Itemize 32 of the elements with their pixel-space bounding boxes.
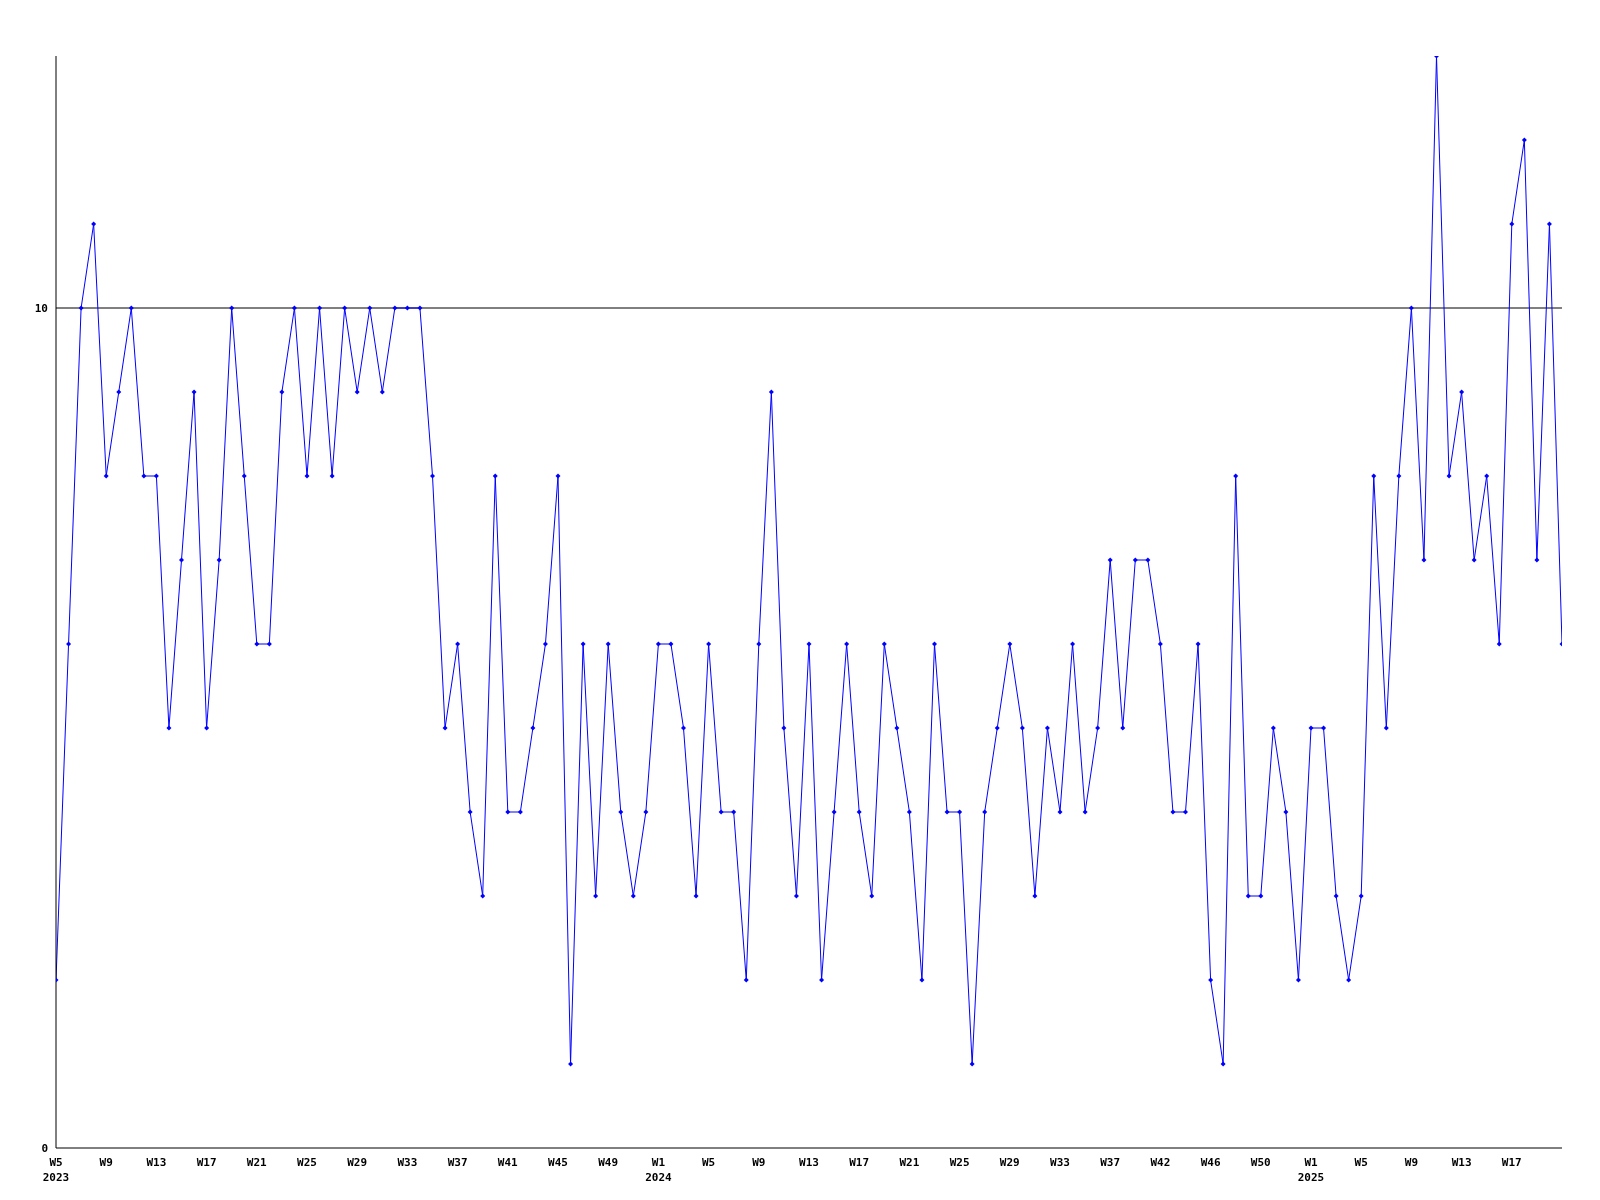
x-tick-label: W1 2024 — [645, 1156, 673, 1184]
x-tick-label: W17 — [1501, 1156, 1522, 1169]
x-tick-label: W29 — [999, 1156, 1020, 1169]
x-tick-label: W13 — [146, 1156, 167, 1169]
x-tick-label: W5 2023 — [42, 1156, 70, 1184]
x-tick-label: W25 — [297, 1156, 317, 1169]
x-tick-label: W5 — [701, 1156, 716, 1169]
x-tick-label: W37 — [1100, 1156, 1121, 1169]
x-tick-label: W46 — [1200, 1156, 1221, 1169]
x-tick-label: W49 — [598, 1156, 619, 1169]
x-tick-label: W41 — [497, 1156, 519, 1169]
x-tick-label: W9 — [1404, 1156, 1419, 1169]
x-tick-label: W17 — [849, 1156, 870, 1169]
x-tick-label: W13 — [799, 1156, 819, 1169]
x-tick-label: W9 — [752, 1156, 766, 1169]
y-tick-label: 0 — [41, 1141, 48, 1155]
x-tick-label: W9 — [99, 1156, 113, 1169]
x-tick-label: W42 — [1150, 1156, 1171, 1169]
x-tick-label: W33 — [1050, 1156, 1070, 1169]
x-tick-label: W45 — [548, 1156, 568, 1169]
x-tick-label: W50 — [1250, 1156, 1271, 1169]
x-tick-label: W21 — [899, 1156, 920, 1169]
x-tick-label: W17 — [196, 1156, 217, 1169]
x-tick-label: W29 — [347, 1156, 368, 1169]
x-tick-label: W1 2025 — [1297, 1156, 1325, 1184]
x-tick-label: W25 — [949, 1156, 970, 1169]
x-tick-label: W37 — [447, 1156, 468, 1169]
x-tick-label: W5 — [1354, 1156, 1368, 1169]
x-tick-label: W33 — [397, 1156, 418, 1169]
x-tick-label: W21 — [246, 1156, 268, 1169]
y-tick-label: 10 — [34, 301, 48, 315]
x-tick-label: W13 — [1451, 1156, 1472, 1169]
